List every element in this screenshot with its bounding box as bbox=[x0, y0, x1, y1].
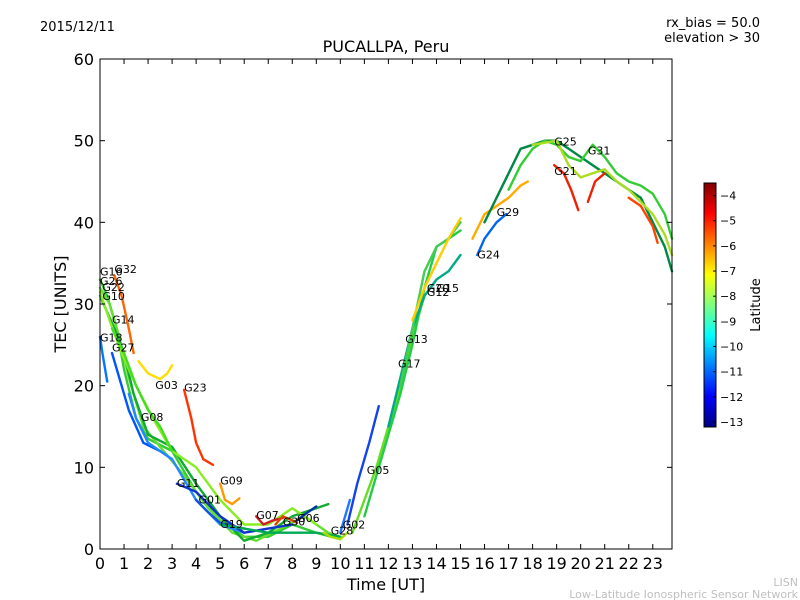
y-axis-label: TEC [UNITS] bbox=[51, 256, 70, 354]
x-tick-label: 15 bbox=[450, 554, 470, 573]
colorbar-tick-label: −8 bbox=[720, 290, 736, 303]
y-tick-label: 60 bbox=[74, 50, 94, 69]
series-label-g06: G06 bbox=[297, 512, 320, 525]
network-label: Low-Latitude Ionospheric Sensor Network bbox=[569, 588, 798, 600]
colorbar-tick-label: −9 bbox=[720, 315, 736, 328]
x-tick-label: 11 bbox=[354, 554, 374, 573]
x-tick-label: 21 bbox=[595, 554, 615, 573]
series-label-g05: G05 bbox=[367, 464, 390, 477]
x-tick-label: 23 bbox=[643, 554, 663, 573]
tec-chart-figure: 2015/12/11 rx_bias = 50.0 elevation > 30… bbox=[0, 0, 800, 600]
colorbar-tick-label: −10 bbox=[720, 341, 743, 354]
colorbar-tick-label: −13 bbox=[720, 416, 743, 429]
series-label-g25: G25 bbox=[554, 136, 577, 149]
series-label-g07: G07 bbox=[256, 509, 279, 522]
series-label-g21: G21 bbox=[554, 165, 577, 178]
elevation-label: elevation > 30 bbox=[664, 31, 760, 46]
x-tick-label: 9 bbox=[311, 554, 321, 573]
y-tick-label: 50 bbox=[74, 132, 94, 151]
x-tick-label: 12 bbox=[378, 554, 398, 573]
series-label-g32: G32 bbox=[114, 263, 137, 276]
x-tick-label: 5 bbox=[215, 554, 225, 573]
x-tick-label: 20 bbox=[570, 554, 590, 573]
colorbar-tick-label: −7 bbox=[720, 265, 736, 278]
x-tick-label: 3 bbox=[167, 554, 177, 573]
colorbar-label: Latitude bbox=[749, 278, 764, 332]
x-tick-label: 2 bbox=[143, 554, 153, 573]
y-tick-label: 10 bbox=[74, 458, 94, 477]
x-tick-label: 6 bbox=[239, 554, 249, 573]
series-label-g19: G19 bbox=[220, 518, 243, 531]
x-tick-label: 18 bbox=[522, 554, 542, 573]
series-label-g13: G13 bbox=[405, 333, 428, 346]
x-tick-label: 19 bbox=[546, 554, 566, 573]
series-label-g11: G11 bbox=[177, 477, 200, 490]
y-tick-label: 20 bbox=[74, 377, 94, 396]
series-label-g08: G08 bbox=[141, 411, 164, 424]
series-label-g03: G03 bbox=[155, 379, 178, 392]
x-tick-label: 22 bbox=[619, 554, 639, 573]
x-tick-label: 13 bbox=[402, 554, 422, 573]
colorbar-ticks: −4 −5 −6 −7 −8 −9 −10 −11 −12 −13 bbox=[713, 190, 743, 429]
y-tick-label: 30 bbox=[74, 295, 94, 314]
colorbar-tick-label: −12 bbox=[720, 391, 743, 404]
series-label-g20: G20 bbox=[427, 282, 450, 295]
colorbar bbox=[704, 183, 716, 427]
colorbar-tick-label: −5 bbox=[720, 215, 736, 228]
x-tick-label: 0 bbox=[95, 554, 105, 573]
colorbar-tick-label: −11 bbox=[720, 366, 743, 379]
x-axis-label: Time [UT] bbox=[346, 575, 425, 594]
date-label: 2015/12/11 bbox=[40, 20, 115, 35]
x-tick-label: 7 bbox=[263, 554, 273, 573]
series-label-g01: G01 bbox=[199, 493, 222, 506]
x-tick-label: 16 bbox=[474, 554, 494, 573]
x-tick-label: 1 bbox=[119, 554, 129, 573]
series-label-g24: G24 bbox=[477, 248, 500, 261]
y-tick-label: 40 bbox=[74, 213, 94, 232]
series-label-g23: G23 bbox=[184, 381, 207, 394]
chart-title: PUCALLPA, Peru bbox=[323, 37, 450, 56]
x-tick-label: 8 bbox=[287, 554, 297, 573]
y-tick-label: 0 bbox=[84, 540, 94, 559]
colorbar-tick-label: −4 bbox=[720, 190, 736, 203]
rx-bias-label: rx_bias = 50.0 bbox=[666, 16, 760, 31]
series-label-g17: G17 bbox=[398, 358, 421, 371]
series-label-g09: G09 bbox=[220, 475, 243, 488]
series-label-g18: G18 bbox=[100, 332, 123, 345]
series-label-g29: G29 bbox=[497, 206, 520, 219]
x-tick-label: 4 bbox=[191, 554, 201, 573]
x-tick-label: 17 bbox=[498, 554, 518, 573]
x-tick-label: 14 bbox=[426, 554, 446, 573]
series-label-g22: G22 bbox=[102, 281, 125, 294]
series-label-g02: G02 bbox=[343, 519, 366, 532]
x-tick-label: 10 bbox=[330, 554, 350, 573]
series-label-g31: G31 bbox=[588, 145, 611, 158]
series-label-g14: G14 bbox=[112, 314, 135, 327]
colorbar-tick-label: −6 bbox=[720, 240, 736, 253]
